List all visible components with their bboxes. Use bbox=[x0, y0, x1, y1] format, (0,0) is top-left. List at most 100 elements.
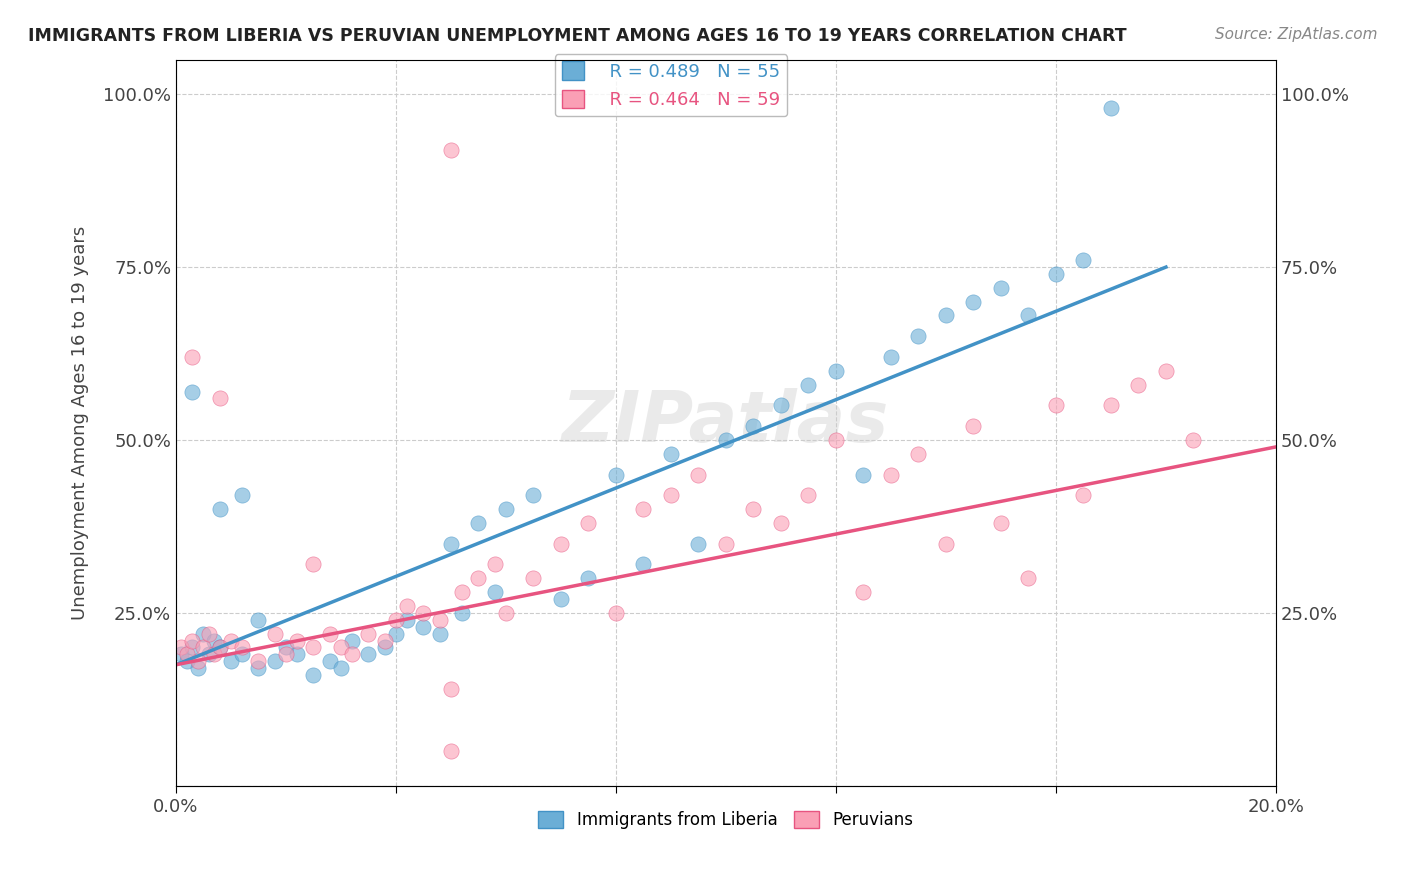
Immigrants from Liberia bbox=[231, 648, 253, 662]
Immigrants from Liberia bbox=[797, 377, 820, 392]
Peruvians bbox=[742, 502, 765, 516]
Immigrants from Liberia bbox=[319, 654, 342, 668]
Peruvians bbox=[440, 681, 463, 696]
Text: ZIPatlas: ZIPatlas bbox=[562, 388, 890, 458]
Peruvians bbox=[484, 558, 506, 572]
Peruvians bbox=[467, 571, 489, 585]
Immigrants from Liberia bbox=[935, 309, 957, 323]
Immigrants from Liberia bbox=[198, 648, 221, 662]
Peruvians bbox=[797, 488, 820, 502]
Immigrants from Liberia bbox=[907, 329, 929, 343]
Peruvians bbox=[187, 654, 209, 668]
Peruvians bbox=[247, 654, 270, 668]
Peruvians bbox=[852, 585, 875, 599]
Peruvians bbox=[990, 516, 1012, 530]
Immigrants from Liberia bbox=[467, 516, 489, 530]
Peruvians bbox=[170, 640, 193, 655]
Immigrants from Liberia bbox=[374, 640, 396, 655]
Immigrants from Liberia bbox=[522, 488, 544, 502]
Peruvians bbox=[330, 640, 353, 655]
Peruvians bbox=[605, 606, 627, 620]
Text: Source: ZipAtlas.com: Source: ZipAtlas.com bbox=[1215, 27, 1378, 42]
Peruvians bbox=[1017, 571, 1039, 585]
Immigrants from Liberia bbox=[412, 620, 434, 634]
Immigrants from Liberia bbox=[1073, 253, 1095, 268]
Text: IMMIGRANTS FROM LIBERIA VS PERUVIAN UNEMPLOYMENT AMONG AGES 16 TO 19 YEARS CORRE: IMMIGRANTS FROM LIBERIA VS PERUVIAN UNEM… bbox=[28, 27, 1126, 45]
Immigrants from Liberia bbox=[440, 537, 463, 551]
Immigrants from Liberia bbox=[852, 467, 875, 482]
Peruvians bbox=[319, 626, 342, 640]
Peruvians bbox=[1073, 488, 1095, 502]
Peruvians bbox=[274, 648, 297, 662]
Immigrants from Liberia bbox=[187, 661, 209, 675]
Peruvians bbox=[208, 640, 231, 655]
Immigrants from Liberia bbox=[357, 648, 380, 662]
Peruvians bbox=[181, 350, 204, 364]
Legend: Immigrants from Liberia, Peruvians: Immigrants from Liberia, Peruvians bbox=[531, 804, 920, 836]
Immigrants from Liberia bbox=[170, 648, 193, 662]
Peruvians bbox=[385, 613, 408, 627]
Immigrants from Liberia bbox=[204, 633, 226, 648]
Peruvians bbox=[1154, 364, 1177, 378]
Immigrants from Liberia bbox=[264, 654, 287, 668]
Immigrants from Liberia bbox=[688, 537, 710, 551]
Peruvians bbox=[440, 143, 463, 157]
Immigrants from Liberia bbox=[193, 626, 215, 640]
Immigrants from Liberia bbox=[247, 613, 270, 627]
Peruvians bbox=[285, 633, 308, 648]
Peruvians bbox=[1045, 398, 1067, 412]
Y-axis label: Unemployment Among Ages 16 to 19 years: Unemployment Among Ages 16 to 19 years bbox=[72, 226, 89, 620]
Peruvians bbox=[264, 626, 287, 640]
Immigrants from Liberia bbox=[714, 433, 737, 447]
Peruvians bbox=[880, 467, 903, 482]
Immigrants from Liberia bbox=[659, 447, 682, 461]
Immigrants from Liberia bbox=[880, 350, 903, 364]
Immigrants from Liberia bbox=[395, 613, 418, 627]
Peruvians bbox=[1099, 398, 1122, 412]
Immigrants from Liberia bbox=[208, 502, 231, 516]
Peruvians bbox=[395, 599, 418, 613]
Peruvians bbox=[962, 419, 984, 434]
Immigrants from Liberia bbox=[550, 592, 572, 607]
Immigrants from Liberia bbox=[176, 654, 198, 668]
Peruvians bbox=[302, 558, 325, 572]
Peruvians bbox=[633, 502, 655, 516]
Immigrants from Liberia bbox=[247, 661, 270, 675]
Immigrants from Liberia bbox=[962, 294, 984, 309]
Peruvians bbox=[302, 640, 325, 655]
Immigrants from Liberia bbox=[208, 640, 231, 655]
Peruvians bbox=[550, 537, 572, 551]
Peruvians bbox=[1182, 433, 1205, 447]
Peruvians bbox=[495, 606, 517, 620]
Peruvians bbox=[412, 606, 434, 620]
Immigrants from Liberia bbox=[451, 606, 474, 620]
Immigrants from Liberia bbox=[330, 661, 353, 675]
Immigrants from Liberia bbox=[769, 398, 792, 412]
Peruvians bbox=[231, 640, 253, 655]
Peruvians bbox=[208, 392, 231, 406]
Immigrants from Liberia bbox=[990, 281, 1012, 295]
Immigrants from Liberia bbox=[825, 364, 848, 378]
Peruvians bbox=[204, 648, 226, 662]
Immigrants from Liberia bbox=[340, 633, 363, 648]
Peruvians bbox=[688, 467, 710, 482]
Immigrants from Liberia bbox=[1099, 101, 1122, 115]
Immigrants from Liberia bbox=[578, 571, 600, 585]
Peruvians bbox=[1128, 377, 1150, 392]
Immigrants from Liberia bbox=[605, 467, 627, 482]
Peruvians bbox=[198, 626, 221, 640]
Immigrants from Liberia bbox=[633, 558, 655, 572]
Peruvians bbox=[181, 633, 204, 648]
Immigrants from Liberia bbox=[231, 488, 253, 502]
Peruvians bbox=[193, 640, 215, 655]
Immigrants from Liberia bbox=[219, 654, 242, 668]
Peruvians bbox=[357, 626, 380, 640]
Peruvians bbox=[769, 516, 792, 530]
Peruvians bbox=[578, 516, 600, 530]
Immigrants from Liberia bbox=[285, 648, 308, 662]
Peruvians bbox=[219, 633, 242, 648]
Immigrants from Liberia bbox=[181, 640, 204, 655]
Peruvians bbox=[340, 648, 363, 662]
Peruvians bbox=[176, 648, 198, 662]
Peruvians bbox=[825, 433, 848, 447]
